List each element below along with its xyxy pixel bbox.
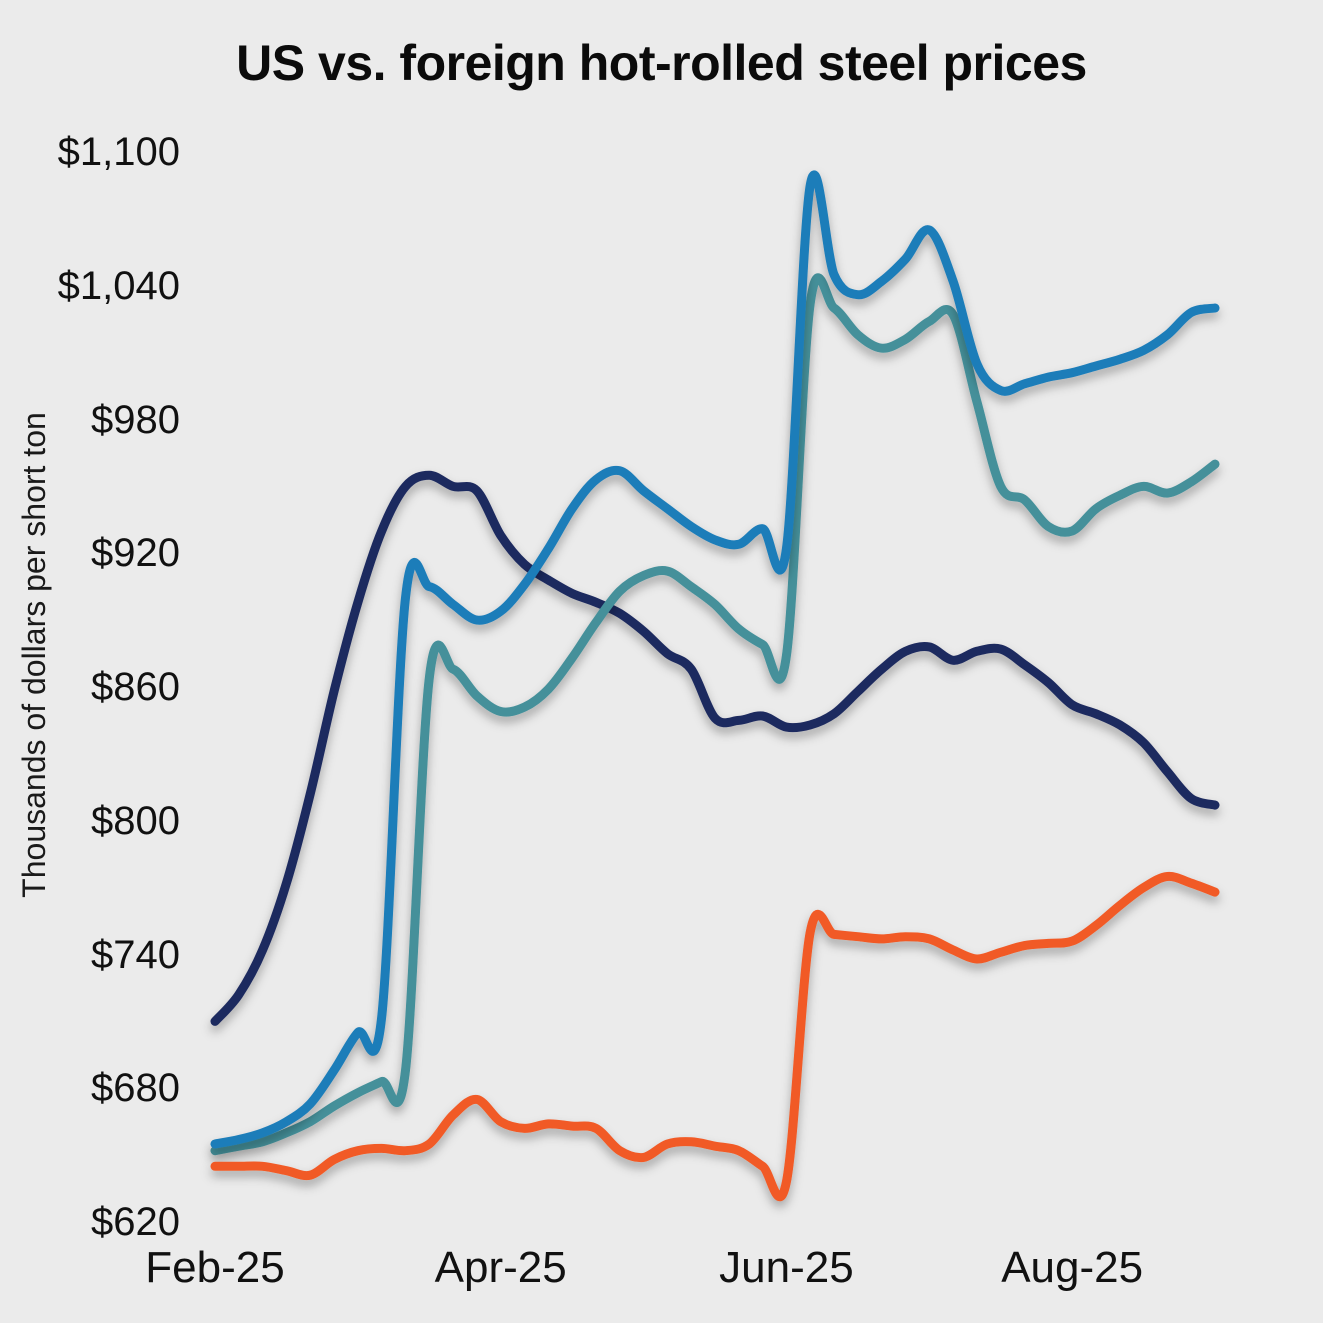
x-tick-label: Aug-25	[1001, 1243, 1144, 1292]
orange-line	[210, 871, 1220, 1202]
navy-line	[210, 470, 1220, 1026]
chart-title: US vs. foreign hot-rolled steel prices	[236, 35, 1087, 91]
y-tick-label: $920	[91, 531, 180, 576]
teal-line	[210, 273, 1220, 1156]
y-tick-label: $680	[91, 1066, 180, 1111]
y-tick-label: $1,100	[57, 130, 180, 174]
y-tick-label: $1,040	[57, 263, 180, 308]
y-tick-label: $800	[91, 798, 180, 843]
blue-line	[210, 170, 1220, 1149]
x-tick-label: Jun-25	[719, 1243, 854, 1292]
series-lines	[210, 170, 1220, 1202]
x-tick-label: Apr-25	[434, 1243, 567, 1292]
y-tick-label: $860	[91, 665, 180, 709]
y-tick-label: $980	[91, 397, 180, 442]
x-tick-label: Feb-25	[145, 1243, 285, 1292]
y-tick-label: $740	[91, 932, 180, 977]
y-tick-label: $620	[91, 1200, 180, 1244]
